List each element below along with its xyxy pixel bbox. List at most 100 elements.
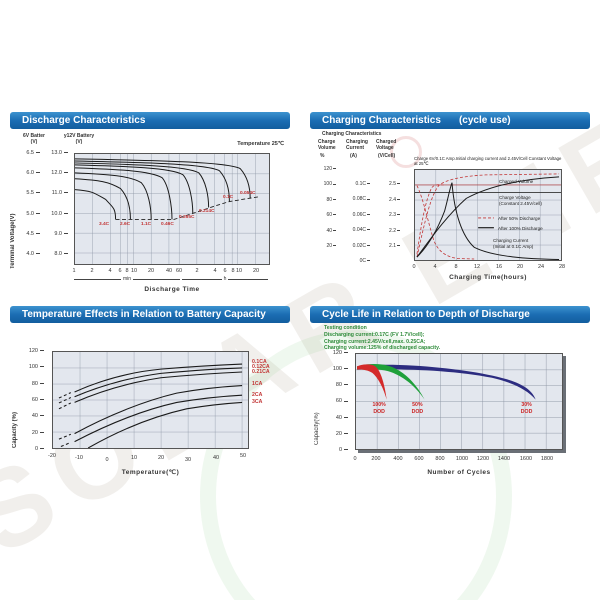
col-head-volume: Charge Volume bbox=[318, 139, 336, 151]
tick-label: 2.5 bbox=[376, 181, 400, 187]
x-tick: 1600 bbox=[519, 456, 533, 462]
dod-label-100: 100% DOD bbox=[372, 402, 386, 415]
x-tick: 4 bbox=[108, 268, 112, 274]
tick-label: 0C bbox=[342, 258, 370, 264]
curve-label: 3CA bbox=[252, 399, 263, 405]
y-ticks-capacity: 120 100 80 60 40 20 0 bbox=[328, 350, 348, 453]
lead-1CA bbox=[58, 433, 72, 440]
tick-label: 100 bbox=[328, 366, 348, 372]
curve-0.1CA bbox=[74, 363, 243, 393]
axis-title-12v: y12V Battery (V) bbox=[63, 133, 95, 145]
x-tick: 0 bbox=[105, 457, 109, 463]
cycle-life-panel: Cycle Life in Relation to Depth of Disch… bbox=[310, 306, 590, 494]
charging-title-bar: Charging Characteristics (cycle use) bbox=[310, 112, 590, 129]
curve-0.21CA bbox=[74, 371, 243, 403]
x-tick: 8 bbox=[125, 268, 129, 274]
tick-label: 20 bbox=[24, 430, 44, 436]
x-tick: 0 bbox=[353, 456, 357, 462]
tick-label: 0 bbox=[24, 446, 44, 452]
discharge-curves bbox=[75, 158, 251, 220]
cycle-ylabel: Capacity(%) bbox=[314, 412, 320, 445]
tick-label: 120 bbox=[24, 348, 44, 354]
minutes-axis-segment: min bbox=[74, 276, 180, 282]
charge-voltage-label: Charge Voltage (Constant 2.45V/cell) bbox=[499, 195, 542, 206]
x-tick: 10 bbox=[130, 455, 138, 461]
cycle-xlabel: Number of Cycles bbox=[427, 469, 491, 476]
x-tick: 50 bbox=[239, 453, 247, 459]
charging-panel: Charging Characteristics (cycle use) Cha… bbox=[310, 112, 590, 304]
charging-title-suffix: (cycle use) bbox=[458, 115, 511, 126]
tick-label: 13.0 bbox=[48, 150, 68, 156]
charging-current-50-curve bbox=[416, 185, 475, 260]
temperature-xlabel: Temperature(℃) bbox=[121, 469, 180, 476]
dod-label-30: 30% DOD bbox=[520, 402, 533, 415]
tick-label: 60 bbox=[24, 397, 44, 403]
x-tick: 10 bbox=[130, 268, 138, 274]
unit-h: h bbox=[223, 276, 227, 282]
curve-1CA bbox=[74, 385, 243, 435]
lead-2CA bbox=[60, 441, 72, 448]
x-tick: 28 bbox=[558, 264, 566, 270]
x-tick: 400 bbox=[393, 456, 403, 462]
tick-label: 120 bbox=[328, 350, 348, 356]
x-tick: 20 bbox=[516, 264, 524, 270]
band-100-dod bbox=[357, 364, 387, 400]
after-50-discharge-curves bbox=[416, 173, 560, 260]
charge-voltage-50-curve bbox=[416, 184, 445, 255]
curve-2CA bbox=[74, 394, 243, 443]
curve-1.1C bbox=[75, 172, 152, 220]
x-tick: 800 bbox=[435, 456, 445, 462]
curve-label: 0.1CA bbox=[252, 359, 267, 365]
curve-0.46C bbox=[75, 167, 173, 220]
discharge-curves-svg bbox=[75, 154, 269, 264]
y-ticks-6v: 6.5 6.0 5.5 5.0 4.5 4.0 bbox=[22, 150, 40, 257]
tick-label: 20 bbox=[316, 243, 336, 249]
tick-label: 2.2 bbox=[376, 228, 400, 234]
tick-label: 5.5 bbox=[22, 190, 40, 196]
tick-label: 40 bbox=[328, 415, 348, 421]
x-tick: 1200 bbox=[476, 456, 490, 462]
curve-3.4C bbox=[75, 189, 117, 220]
grid-lines bbox=[356, 354, 562, 449]
charged-volume-label: Charged Volume bbox=[499, 179, 534, 184]
curve-label: 0.12CA bbox=[252, 364, 270, 370]
unit-volume: % bbox=[320, 153, 325, 159]
testing-conditions: Testing condition Discharging current:0.1… bbox=[324, 325, 440, 352]
rate-label: 0.1C bbox=[223, 195, 234, 200]
tick-label: 80 bbox=[316, 197, 336, 203]
x-tick: 1000 bbox=[455, 456, 469, 462]
x-tick: 10 bbox=[235, 268, 243, 274]
x-tick: 2 bbox=[195, 268, 199, 274]
curve-0.12CA bbox=[74, 367, 243, 398]
x-tick: 2 bbox=[90, 268, 94, 274]
unit-voltage: (V/Cell) bbox=[378, 153, 396, 159]
charged-volume-50-curve bbox=[416, 173, 560, 258]
curve-0.1C bbox=[75, 160, 230, 202]
tick-label: 2.3 bbox=[376, 212, 400, 218]
tick-label: 9.0 bbox=[48, 231, 68, 237]
tick-label: 2.4 bbox=[376, 197, 400, 203]
tick-label: 60 bbox=[328, 398, 348, 404]
cutoff-locus-dashed-line bbox=[115, 196, 260, 220]
x-tick: 8 bbox=[454, 264, 458, 270]
tick-label: 120 bbox=[316, 166, 336, 172]
y-ticks-capacity: 120 100 80 60 40 20 0 bbox=[24, 348, 44, 452]
y-ticks-12v: 13.0 12.0 11.0 10.0 9.0 8.0 bbox=[48, 150, 68, 257]
x-tick: 12 bbox=[473, 264, 481, 270]
curve-0.054C bbox=[75, 158, 251, 199]
discharge-ylabel: Terminal Voltage(V) bbox=[10, 213, 16, 269]
temperature-panel: Temperature Effects in Relation to Batte… bbox=[10, 306, 290, 494]
rate-label: 0.054C bbox=[240, 191, 256, 196]
temperature-title-bar: Temperature Effects in Relation to Batte… bbox=[10, 306, 290, 323]
x-tick: 6 bbox=[118, 268, 122, 274]
x-tick: 200 bbox=[371, 456, 381, 462]
curve-0.265C bbox=[75, 164, 194, 214]
curve-0.214C bbox=[75, 162, 210, 208]
curve-label: 2CA bbox=[252, 392, 263, 398]
grid-lines bbox=[75, 154, 269, 264]
x-tick: 600 bbox=[414, 456, 424, 462]
charging-note: Charge 6V/0.1C Amp.Initial charging curr… bbox=[414, 156, 562, 167]
curve-3CA bbox=[87, 401, 243, 448]
ticks-charged-voltage: 2.5 2.4 2.3 2.2 2.1 bbox=[376, 181, 400, 249]
